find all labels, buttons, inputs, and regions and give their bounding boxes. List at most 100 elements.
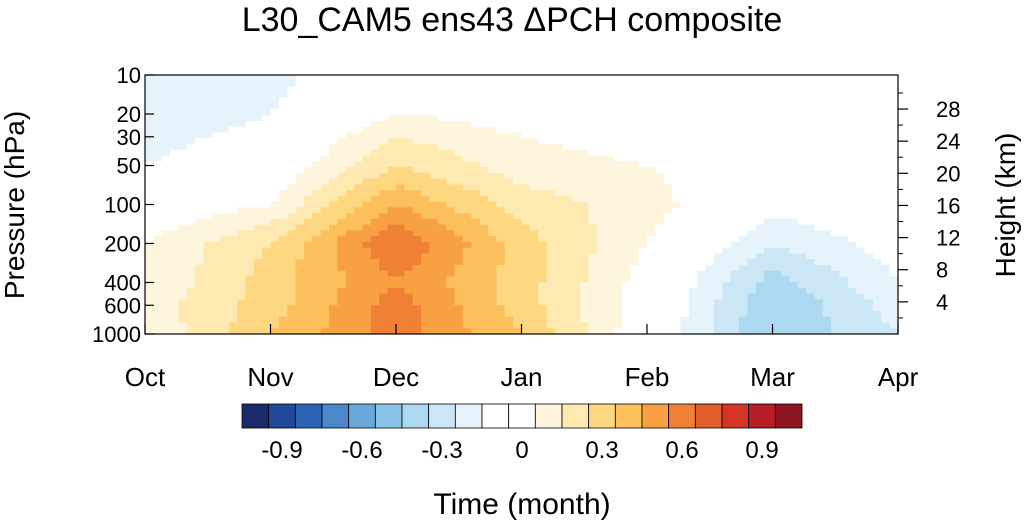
heatmap-cell [462,138,472,145]
heatmap-cell [764,184,774,191]
heatmap-cell [814,86,824,93]
y2-tick-label: 4 [936,290,948,315]
heatmap-cell [889,126,898,134]
heatmap-cell [521,92,531,99]
heatmap-cell [170,310,180,318]
heatmap-cell [220,213,230,220]
heatmap-cell [153,293,163,301]
heatmap-cell [504,264,514,272]
heatmap-cell [262,126,272,134]
heatmap-cell [312,167,322,174]
heatmap-cell [571,207,581,214]
heatmap-cell [588,282,598,289]
heatmap-cell [496,241,506,249]
heatmap-cell [672,230,682,237]
heatmap-cell [529,190,539,197]
heatmap-cell [864,224,874,231]
heatmap-cell [370,328,380,334]
heatmap-cell [345,316,355,324]
heatmap-cell [404,310,414,318]
x-tick-label: Apr [878,362,919,392]
heatmap-cell [245,126,255,134]
heatmap-cell [170,92,180,99]
heatmap-cell [730,109,740,116]
heatmap-cell [437,264,447,272]
heatmap-cell [253,144,263,151]
heatmap-cell [228,259,238,266]
heatmap-cell [270,98,280,105]
heatmap-cell [270,218,280,226]
heatmap-cell [814,230,824,237]
heatmap-cell [454,253,464,260]
heatmap-cell [354,167,364,174]
heatmap-cell [362,172,372,180]
heatmap-cell [755,310,765,318]
colorbar-swatch [348,403,376,429]
heatmap-cell [312,86,322,93]
heatmap-cell [488,293,497,301]
heatmap-cell [856,98,866,105]
heatmap-cell [554,201,564,208]
heatmap-cell [554,172,564,180]
heatmap-cell [588,305,598,312]
heatmap-cell [178,103,188,111]
heatmap-cell [504,276,514,283]
heatmap-cell [362,282,372,289]
heatmap-cell [513,172,523,180]
heatmap-cell [220,316,230,324]
heatmap-cell [295,293,305,301]
heatmap-cell [538,92,548,99]
heatmap-cell [797,287,807,295]
heatmap-cell [404,241,414,249]
heatmap-cell [329,98,339,105]
heatmap-cell [739,213,748,220]
heatmap-cell [596,287,606,295]
heatmap-cell [856,155,866,162]
heatmap-cell [563,201,573,208]
heatmap-cell [554,167,564,174]
heatmap-cell [521,86,531,93]
heatmap-cell [513,270,523,278]
heatmap-cell [170,322,180,329]
heatmap-cell [504,270,514,278]
heatmap-cell [630,178,640,185]
heatmap-cell [211,86,221,93]
heatmap-cell [588,310,598,318]
heatmap-cell [437,241,447,249]
heatmap-cell [320,103,330,111]
heatmap-cell [588,328,598,334]
heatmap-cell [780,86,790,93]
heatmap-cell [312,259,322,266]
heatmap-cell [437,201,447,208]
heatmap-cell [345,178,355,185]
heatmap-cell [889,103,898,111]
heatmap-cell [563,92,573,99]
heatmap-cell [881,299,891,306]
heatmap-cell [605,161,615,168]
heatmap-cell [638,115,648,122]
heatmap-cell [630,132,640,139]
heatmap-cell [881,213,891,220]
heatmap-cell [588,80,598,88]
heatmap-cell [287,218,297,226]
heatmap-cell [764,270,774,278]
heatmap-cell [211,115,221,122]
heatmap-cell [856,190,866,197]
heatmap-cell [396,259,405,266]
heatmap-cell [421,213,431,220]
heatmap-cell [387,103,397,111]
heatmap-cell [237,259,246,266]
heatmap-cell [554,195,564,203]
heatmap-cell [211,98,221,105]
heatmap-cell [538,247,548,255]
heatmap-cell [479,149,489,157]
heatmap-cell [270,282,280,289]
heatmap-cell [864,230,874,237]
heatmap-cell [437,92,447,99]
heatmap-cell [421,253,431,260]
heatmap-cell [354,316,364,324]
heatmap-cell [253,328,263,334]
heatmap-cell [429,115,439,122]
heatmap-cell [412,230,422,237]
heatmap-cell [270,207,280,214]
